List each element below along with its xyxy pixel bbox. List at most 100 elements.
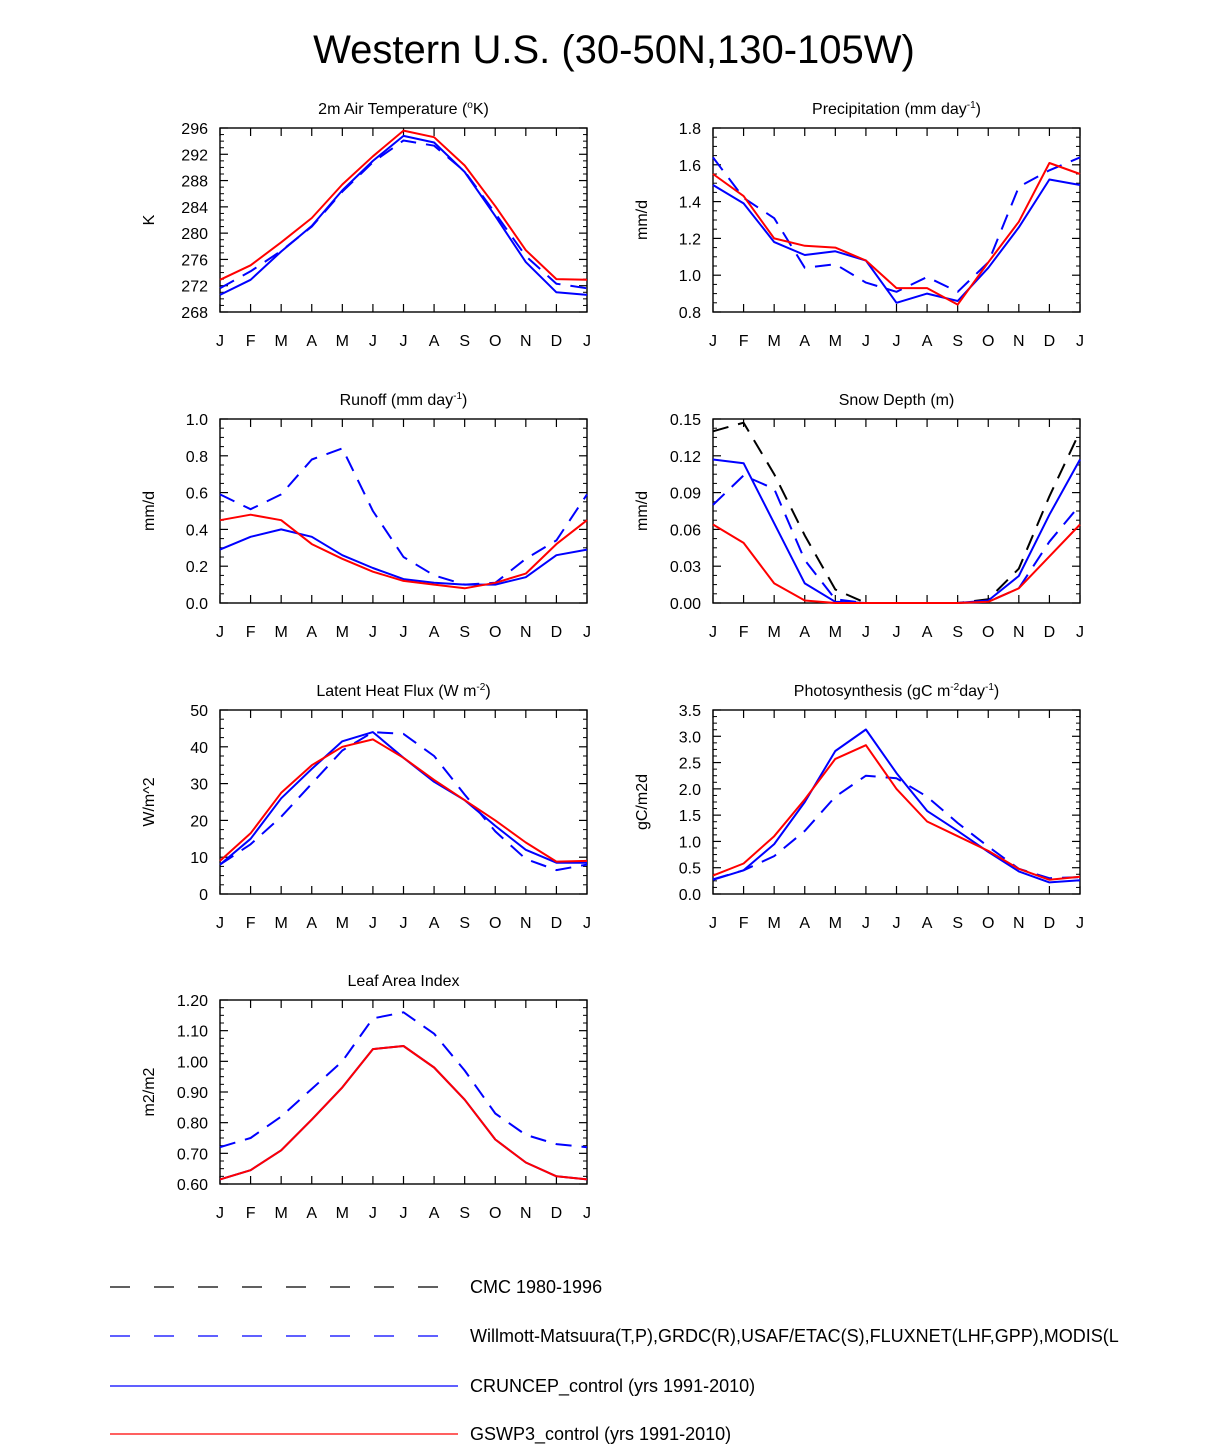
x-tick-label: M [829, 624, 842, 641]
x-tick-label: A [922, 915, 933, 932]
plot-frame [712, 709, 1081, 895]
y-tick-label: 0.5 [679, 861, 701, 878]
x-tick-label: J [1076, 333, 1084, 350]
title-text: Snow Depth (m) [839, 392, 955, 409]
x-tick-label: F [739, 333, 749, 350]
x-tick-label: N [1013, 624, 1025, 641]
x-tick-label: J [400, 1205, 408, 1222]
x-tick-label: N [520, 333, 532, 350]
x-tick-label: J [709, 915, 717, 932]
y-tick-label: 0.6 [186, 486, 208, 503]
x-tick-label: D [551, 1205, 563, 1222]
title-text: 2m Air Temperature ( [318, 101, 468, 118]
x-tick-label: A [429, 915, 440, 932]
series-line-gswp3 [712, 744, 1081, 881]
x-tick-label: A [306, 1205, 317, 1222]
panel-title: Precipitation (mm day-1) [812, 100, 981, 118]
y-tick-label: 0.00 [670, 596, 701, 613]
x-tick-label: N [520, 1205, 532, 1222]
series-line-obs [219, 447, 588, 586]
x-tick-label: A [799, 915, 810, 932]
x-tick-label: D [1044, 333, 1056, 350]
series-line-gswp3 [219, 129, 588, 281]
x-tick-label: N [520, 624, 532, 641]
plot-frame [219, 418, 588, 604]
series-line-cruncep [712, 178, 1081, 304]
x-tick-label: J [1076, 915, 1084, 932]
x-tick-label: J [369, 333, 377, 350]
plot-frame [712, 127, 1081, 313]
series-line-gswp3 [712, 523, 1081, 604]
x-tick-label: J [400, 915, 408, 932]
title-text: Runoff (mm day [340, 392, 454, 409]
x-tick-label: J [709, 624, 717, 641]
panel-3: Snow Depth (m) 0.00 0.03 0.06 0.09 0.12 0.15 J F… [634, 392, 1084, 641]
y-tick-label: 0.2 [186, 559, 208, 576]
x-tick-label: M [275, 333, 288, 350]
x-tick-label: S [459, 333, 470, 350]
x-tick-label: J [216, 915, 224, 932]
x-tick-label: S [952, 915, 963, 932]
panel-2: Runoff (mm day-1) 0.0 0.2 0.4 0.6 0.8 1.0 J F M A M… [141, 391, 591, 641]
x-tick-label: J [583, 624, 591, 641]
y-tick-label: 272 [181, 279, 208, 296]
title-text: ) [485, 683, 490, 700]
legend-label-cmc: CMC 1980-1996 [470, 1277, 602, 1297]
y-tick-label: 0.60 [177, 1177, 208, 1194]
panel-5: Photosynthesis (gC m-2day-1) 0.0 0.5 1.0 1.5… [634, 682, 1084, 932]
series-line-cruncep [219, 731, 587, 866]
y-tick-label: 1.2 [679, 231, 701, 248]
y-tick-label: 2.5 [679, 756, 701, 773]
panel-1: Precipitation (mm day-1) 0.8 1.0 1.2 1.4 1.6 1… [634, 100, 1084, 350]
y-tick-label: 1.0 [186, 412, 208, 429]
x-tick-label: J [709, 333, 717, 350]
y-tick-label: 0.12 [670, 449, 701, 466]
y-tick-label: 0.09 [670, 486, 701, 503]
series-line-obs [712, 774, 1081, 881]
y-axis-label: K [141, 214, 158, 225]
y-axis-label: mm/d [634, 200, 651, 240]
y-tick-label: 20 [190, 813, 208, 830]
legend-label-cruncep: CRUNCEP_control (yrs 1991-2010) [470, 1376, 755, 1397]
title-superscript: -2 [476, 682, 485, 693]
title-text: Precipitation (mm day [812, 101, 967, 118]
title-text: ) [462, 392, 467, 409]
title-superscript: -1 [453, 391, 462, 402]
x-tick-label: N [1013, 333, 1025, 350]
y-tick-label: 296 [181, 121, 208, 138]
y-tick-label: 10 [190, 850, 208, 867]
y-tick-label: 280 [181, 226, 208, 243]
series-line-obs [219, 139, 588, 290]
x-tick-label: O [982, 624, 994, 641]
y-tick-label: 1.00 [177, 1054, 208, 1071]
series-line-gswp3 [219, 738, 588, 863]
panel-title: Latent Heat Flux (W m-2) [316, 682, 490, 700]
series-line-cruncep [712, 728, 1081, 884]
x-tick-label: D [1044, 624, 1056, 641]
y-axis-label: mm/d [634, 491, 651, 531]
x-tick-label: A [922, 624, 933, 641]
figure-title: Western U.S. (30-50N,130-105W) [313, 28, 915, 72]
x-tick-label: J [862, 333, 870, 350]
x-tick-label: J [862, 624, 870, 641]
x-tick-label: N [520, 915, 532, 932]
y-tick-label: 0.15 [670, 412, 701, 429]
x-tick-label: J [893, 333, 901, 350]
y-tick-label: 1.0 [679, 268, 701, 285]
x-tick-label: M [768, 333, 781, 350]
plot-frame [219, 127, 588, 313]
x-tick-label: S [952, 624, 963, 641]
title-text: Leaf Area Index [347, 973, 459, 990]
title-superscript: o [467, 100, 473, 111]
x-tick-label: D [551, 333, 563, 350]
x-tick-label: F [739, 915, 749, 932]
x-tick-label: A [306, 915, 317, 932]
x-tick-label: A [306, 624, 317, 641]
y-tick-label: 0.4 [186, 522, 208, 539]
series-line-obs [712, 156, 1081, 293]
x-tick-label: J [400, 624, 408, 641]
y-tick-label: 0.8 [186, 449, 208, 466]
x-tick-label: J [369, 915, 377, 932]
y-tick-label: 288 [181, 174, 208, 191]
